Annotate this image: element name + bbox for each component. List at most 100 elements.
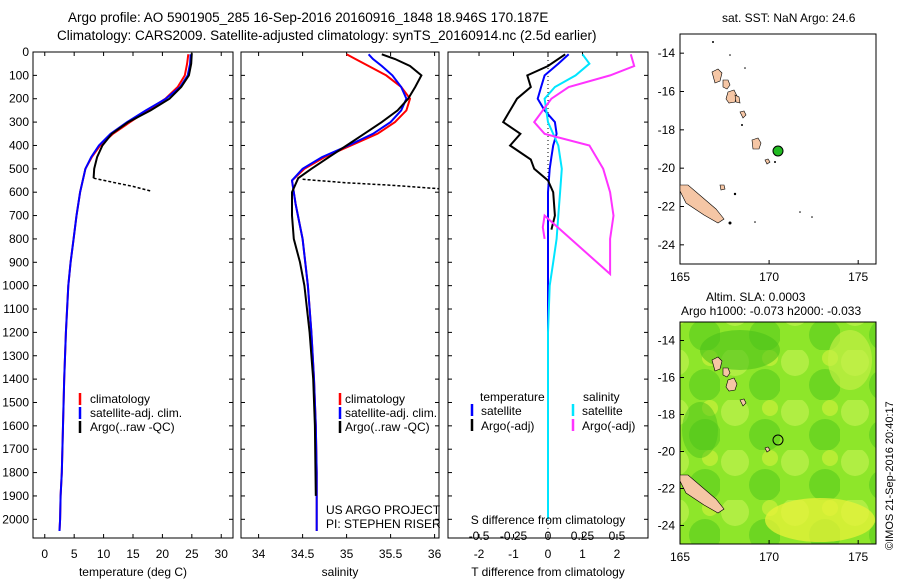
temperature-series (58, 53, 193, 532)
map-sla-axes: 165 170 175 -14 -16 -18 -20 -22 -24 (658, 334, 869, 565)
series-line (532, 54, 636, 277)
map-y-tick-label: -14 (658, 334, 676, 348)
map-sst-argo-location (772, 145, 784, 157)
map-sla-land (679, 356, 771, 514)
diff-legend-temp-title: temperature (480, 390, 545, 404)
s-tick-label: 0.5 (609, 529, 626, 543)
temperature-xlabel: temperature (deg C) (79, 565, 187, 579)
map-sst-axes: 165 170 175 -14 -16 -18 -20 -22 -24 (658, 46, 869, 284)
map-y-tick-label: -20 (658, 445, 676, 459)
x-tick-label: 2 (614, 547, 621, 561)
temperature-legend: climatology satellite-adj. clim. Argo(..… (78, 392, 182, 434)
y-tick-label: 1400 (2, 372, 29, 386)
y-tick-label: 500 (9, 162, 29, 176)
map-y-tick-label: -24 (658, 238, 676, 252)
x-tick-label: -2 (474, 547, 485, 561)
header-line2: Climatology: CARS2009. Satellite-adjuste… (57, 28, 597, 43)
map-x-tick-label: 175 (848, 550, 868, 564)
diff-legend-sal-argo: Argo(-adj) (582, 419, 635, 433)
y-tick-label: 200 (9, 92, 29, 106)
diff-legend-temp-sat: satellite (481, 404, 522, 418)
difference-series (501, 53, 636, 520)
y-tick-label: 300 (9, 115, 29, 129)
y-tick-label: 900 (9, 255, 29, 269)
x-tick-label: 15 (126, 547, 140, 561)
x-tick-label: 0 (41, 547, 48, 561)
y-tick-label: 1700 (2, 442, 29, 456)
legend-satellite-sal: satellite-adj. clim. (345, 406, 437, 420)
map-x-tick-label: 170 (759, 550, 779, 564)
map-y-tick-label: -18 (658, 408, 676, 422)
x-tick-label: 1 (579, 547, 586, 561)
map-y-tick-label: -22 (658, 200, 676, 214)
x-tick-label: 0 (545, 547, 552, 561)
x-tick-label: 25 (185, 547, 199, 561)
legend-satellite: satellite-adj. clim. (90, 406, 182, 420)
map-x-tick-label: 170 (759, 270, 779, 284)
legend-argo-sal: Argo(..raw -QC) (345, 420, 430, 434)
map-x-tick-label: 165 (670, 550, 690, 564)
map-y-tick-label: -16 (658, 371, 676, 385)
diff-legend-temp-argo: Argo(-adj) (481, 419, 534, 433)
map-top-title: sat. SST: NaN Argo: 24.6 (722, 11, 856, 25)
salinity-series (290, 53, 440, 531)
x-tick-label: -1 (508, 547, 519, 561)
x-tick-label: 35 (340, 547, 354, 561)
y-tick-label: 100 (9, 68, 29, 82)
y-tick-label: 1500 (2, 395, 29, 409)
series-line (536, 53, 570, 520)
header-line1: Argo profile: AO 5901905_285 16-Sep-2016… (68, 10, 548, 25)
map-bottom-title1: Altim. SLA: 0.0003 (706, 290, 806, 304)
series-line (501, 53, 566, 230)
legend-climatology: climatology (90, 392, 150, 406)
temperature-panel-frame (32, 51, 234, 539)
x-tick-label: 30 (215, 547, 229, 561)
difference-legend: temperature salinity satellite satellite… (470, 390, 635, 433)
map-y-tick-label: -20 (658, 161, 676, 175)
series-line (93, 177, 151, 192)
y-tick-label: 400 (9, 138, 29, 152)
map-y-tick-label: -14 (658, 46, 676, 60)
series-line (58, 54, 192, 532)
x-tick-label: 5 (71, 547, 78, 561)
map-y-tick-label: -18 (658, 123, 676, 137)
x-tick-label: 36 (428, 547, 442, 561)
y-tick-label: 1000 (2, 279, 29, 293)
s-tick-label: 0.25 (571, 529, 595, 543)
series-line (302, 178, 440, 190)
diff-legend-sal-sat: satellite (582, 404, 623, 418)
x-tick-label: 34 (252, 547, 266, 561)
y-tick-label: 0 (22, 45, 29, 59)
legend-climatology-sal: climatology (345, 392, 405, 406)
x-tick-label: 34.5 (291, 547, 315, 561)
y-tick-label: 700 (9, 209, 29, 223)
map-x-tick-label: 165 (670, 270, 690, 284)
salinity-legend: climatology satellite-adj. clim. Argo(..… (338, 392, 437, 434)
y-tick-label: 600 (9, 185, 29, 199)
y-tick-label: 1100 (3, 302, 29, 316)
y-tick-label: 1900 (2, 489, 29, 503)
x-tick-label: 35.5 (379, 547, 403, 561)
s-tick-label: -0.25 (500, 529, 528, 543)
y-tick-label: 1800 (2, 466, 29, 480)
map-sst-land (679, 68, 771, 224)
salinity-axes: 34 34.5 35 35.5 36 (241, 51, 442, 561)
map-y-tick-label: -24 (658, 519, 676, 533)
y-tick-label: 2000 (2, 512, 29, 526)
series-line (92, 53, 193, 179)
y-tick-label: 1600 (2, 419, 29, 433)
credit-line1: US ARGO PROJECT (326, 503, 441, 517)
map-sla-argo-location (772, 434, 784, 446)
map-y-tick-label: -16 (658, 85, 676, 99)
series-line (290, 53, 412, 531)
map-y-tick-label: -22 (658, 482, 676, 496)
map-sst-small-islands (712, 41, 813, 225)
diff-legend-sal-title: salinity (583, 390, 620, 404)
x-tick-label: 10 (97, 547, 111, 561)
y-tick-label: 1300 (2, 349, 29, 363)
salinity-panel-frame (240, 51, 440, 539)
map-x-tick-label: 175 (848, 270, 868, 284)
series-line (543, 53, 591, 520)
